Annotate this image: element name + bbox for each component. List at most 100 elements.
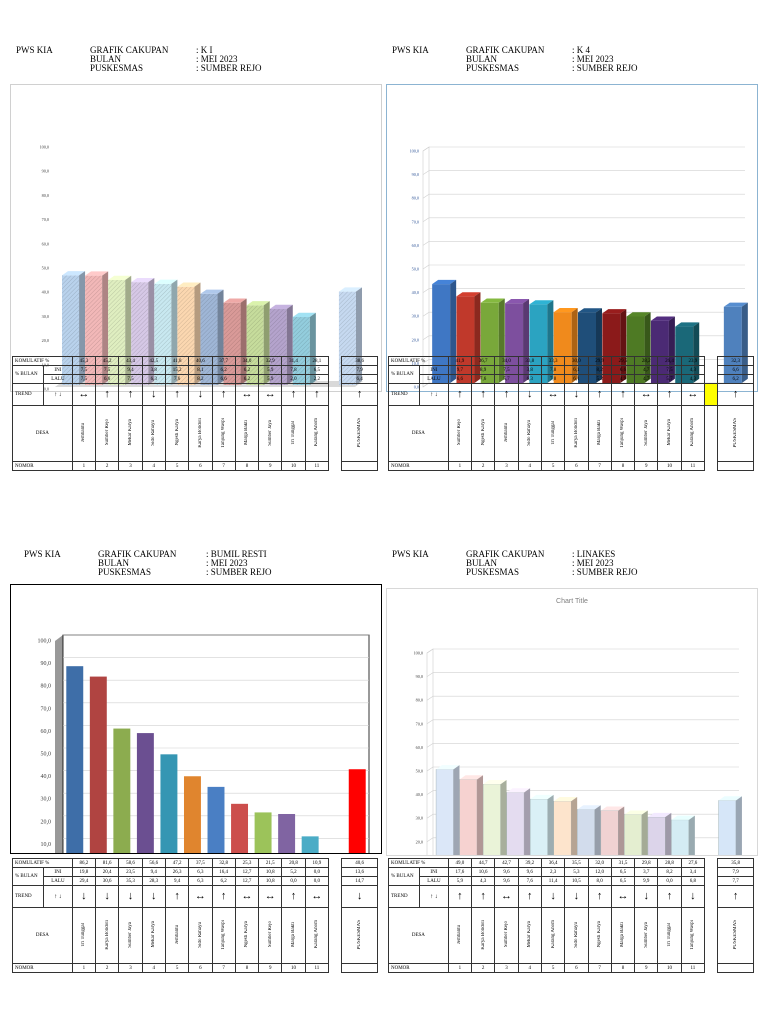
- desa-name: Sido Rahayu: [573, 921, 579, 948]
- desa-name: Marga Bakti: [620, 921, 626, 948]
- table-row: DESA Jembantu Karya Bondoli Sumber Rejo Meka…: [388, 907, 754, 964]
- ini-value: 8,1: [188, 365, 213, 375]
- y-tick-label: 50,0: [416, 769, 423, 775]
- desa-name: Marga Bakti: [244, 419, 250, 446]
- desa-cell: Sido Rahayu: [188, 907, 213, 964]
- header-grafik-value: : LINAKES: [572, 549, 616, 559]
- y-tick-label: 80,0: [42, 193, 49, 199]
- trend-arrow-icon: ↔: [188, 885, 213, 908]
- komulatif-value: 43,4: [118, 356, 143, 366]
- spacer: [327, 405, 343, 462]
- table-row: NOMOR 1 2 3 4 5 6 7 8 9 10 11: [12, 461, 378, 471]
- bar: [113, 728, 131, 853]
- pusk-trend-arrow-icon: ↓: [341, 885, 378, 908]
- ini-value: 5,9: [258, 365, 283, 375]
- lalu-value: 6,3: [188, 876, 213, 886]
- nomor-value: 6: [188, 461, 213, 471]
- pusk-nomor: [717, 461, 754, 471]
- nomor-value: 8: [610, 461, 636, 471]
- chart-title: Chart Title: [556, 598, 588, 605]
- y-tick-label: 80,0: [416, 698, 423, 704]
- ini-value: 6,1: [564, 365, 589, 375]
- desa-name: Karya Bondoli: [573, 417, 579, 448]
- desa-cell: Ngesti Karya: [234, 907, 260, 964]
- nomor-value: 11: [680, 461, 706, 471]
- chart-area: 0,010,020,030,040,050,060,070,080,090,01…: [10, 584, 382, 854]
- nomor-label: NOMOR: [388, 461, 449, 471]
- desa-name: Sumber Rejo: [503, 921, 509, 948]
- desa-cell: Marga Bakti: [587, 405, 612, 462]
- header-puskesmas-label: PUSKESMAS: [466, 63, 520, 73]
- lalu-value: 6,2: [234, 374, 260, 384]
- spacer: [327, 356, 343, 366]
- table-row: KOMULATIF % 49,0 44,7 42,7 39,2 36,4 35,5 32,0 3…: [388, 858, 754, 868]
- desa-name: Tanjung Waspi: [221, 417, 227, 448]
- lalu-value: 6,2: [211, 876, 236, 886]
- lalu-value: 4,3: [680, 374, 706, 384]
- bar: [647, 812, 672, 855]
- header-grafik-value: : K 4: [572, 45, 590, 55]
- lalu-value: 8,0: [587, 876, 612, 886]
- komulatif-label: KOMULATIF %: [12, 858, 73, 868]
- nomor-label: NOMOR: [12, 963, 73, 973]
- lalu-value: 5,2: [587, 374, 612, 384]
- trend-arrow-icon: ↔: [234, 383, 260, 406]
- desa-name: Tanjung Waspi: [620, 417, 626, 448]
- pusk-trend-arrow-icon: ↑: [717, 383, 754, 406]
- komulatif-value: 49,0: [447, 858, 473, 868]
- table-row: KOMULATIF % 41,9 36,7 34,0 33,8 33,3 30,0 29,9 2…: [388, 356, 754, 366]
- komulatif-label: KOMULATIF %: [388, 356, 449, 366]
- desa-name: Marga Bakti: [597, 419, 603, 446]
- komulatif-value: 42,5: [141, 356, 166, 366]
- panel-header: PWS KIA GRAFIK CAKUPAN BULAN PUSKESMAS: K 4…: [386, 38, 758, 78]
- ini-value: 23,5: [118, 867, 143, 877]
- desa-name: Sumber Rejo: [104, 419, 110, 446]
- desa-name: Tri Tunggal: [291, 420, 297, 445]
- trend-arrow-icon: ↑: [447, 383, 473, 406]
- spacer: [703, 867, 719, 877]
- trend-arrow-icon: ↓: [141, 383, 166, 406]
- header-puskesmas-label: PUSKESMAS: [98, 567, 152, 577]
- trend-legend-icon: ↑ ↓: [419, 885, 449, 908]
- ini-value: 2,3: [540, 867, 566, 877]
- spacer: [703, 461, 719, 471]
- panel-header: PWS KIA GRAFIK CAKUPAN BULAN PUSKESMAS: LIN…: [386, 542, 758, 582]
- desa-name: Jembantu: [457, 924, 463, 945]
- lalu-value: 10,8: [258, 876, 283, 886]
- bar: [718, 796, 742, 855]
- trend-arrow-icon: ↑: [281, 885, 306, 908]
- y-tick-label: 50,0: [41, 752, 52, 758]
- desa-cell: Mekar Karya: [657, 405, 682, 462]
- nomor-value: 2: [95, 963, 120, 973]
- nomor-value: 3: [494, 461, 519, 471]
- bar: [89, 676, 107, 853]
- lalu-value: 11,4: [540, 876, 566, 886]
- ini-value: 3,8: [517, 365, 542, 375]
- lalu-label: LALU: [43, 876, 73, 886]
- table-row: DESA Jembantu Sumber Rejo Mekar Karya Sido R…: [12, 405, 378, 462]
- komulatif-value: 42,7: [494, 858, 519, 868]
- header-grafik-value: : BUMIL RESTI: [206, 549, 267, 559]
- nomor-value: 10: [657, 963, 682, 973]
- nomor-label: NOMOR: [388, 963, 449, 973]
- nomor-value: 9: [634, 963, 659, 973]
- trend-arrow-icon: ↑: [657, 383, 682, 406]
- desa-cell: Karang Anom: [304, 907, 330, 964]
- desa-cell: Sumber Rejo: [447, 405, 473, 462]
- desa-name: Sumber Jaya: [127, 921, 133, 948]
- y-tick-label: 60,0: [412, 243, 419, 249]
- pusk-komulatif: 38,6: [341, 356, 378, 366]
- komulatif-value: 10,9: [304, 858, 330, 868]
- ini-label: INI: [419, 365, 449, 375]
- spacer: [703, 383, 719, 406]
- desa-cell: Sumber Rejo: [494, 907, 519, 964]
- desa-cell: Jembantu: [447, 907, 473, 964]
- table-row: NOMOR 1 2 3 4 5 6 7 8 9 10 11: [388, 461, 754, 471]
- nomor-value: 11: [680, 963, 706, 973]
- nomor-value: 4: [517, 461, 542, 471]
- komulatif-value: 25,3: [234, 858, 260, 868]
- nomor-value: 11: [304, 963, 330, 973]
- spacer: [703, 405, 719, 462]
- desa-name: Sumber Jaya: [643, 419, 649, 446]
